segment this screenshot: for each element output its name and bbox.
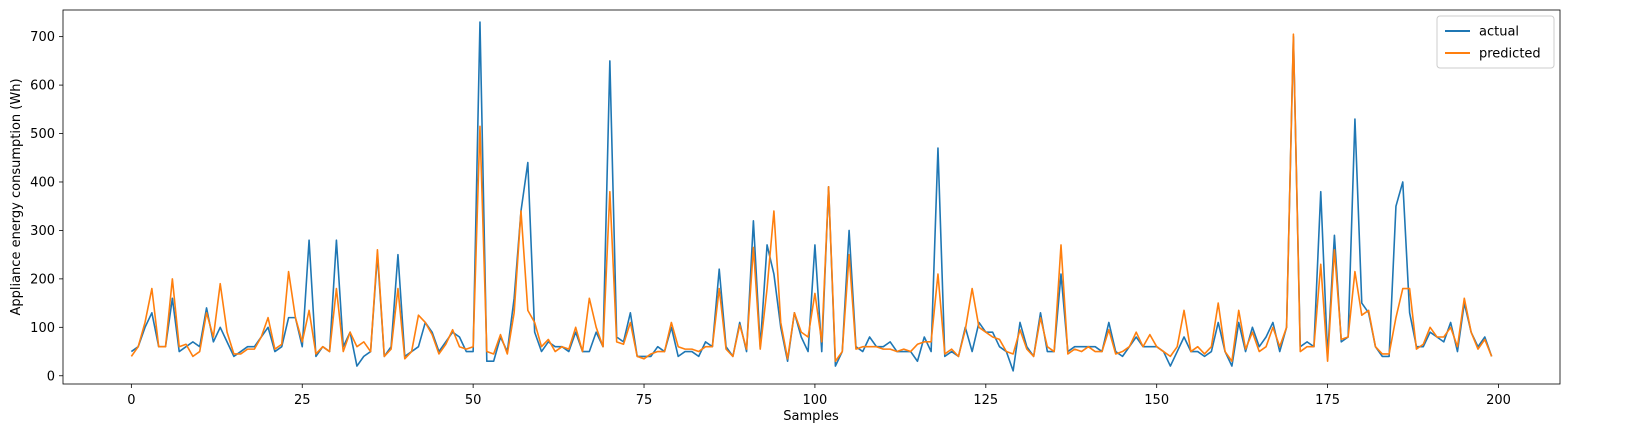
legend-box — [1436, 15, 1555, 69]
x-tick-label: 75 — [636, 393, 653, 408]
y-axis-label: Appliance energy consumption (Wh) — [9, 78, 24, 315]
x-tick-label: 150 — [1144, 393, 1169, 408]
y-tick-label: 200 — [30, 272, 55, 287]
series-lines — [130, 21, 1493, 372]
y-tick-label: 600 — [30, 79, 55, 94]
x-tick-label: 175 — [1315, 393, 1340, 408]
series-line-actual — [130, 21, 1493, 372]
y-tick-label: 700 — [30, 30, 55, 45]
y-axis: 0 100 200 300 400 500 600 700 — [30, 30, 63, 384]
x-tick-label: 25 — [294, 393, 311, 408]
legend: actual predicted — [1436, 15, 1555, 69]
x-tick-label: 125 — [973, 393, 998, 408]
x-tick-label: 100 — [803, 393, 828, 408]
x-tick-label: 0 — [127, 393, 135, 408]
y-tick-label: 0 — [47, 369, 55, 384]
plot-frame — [62, 9, 1561, 385]
legend-label: predicted — [1479, 47, 1541, 62]
legend-label: actual — [1479, 25, 1519, 40]
series-line-predicted — [130, 33, 1493, 363]
x-tick-label: 50 — [465, 393, 482, 408]
x-axis: 0 25 50 75 100 125 150 175 200 — [127, 384, 1511, 408]
y-tick-label: 500 — [30, 127, 55, 142]
x-tick-label: 200 — [1486, 393, 1511, 408]
x-axis-label: Samples — [783, 409, 839, 424]
y-tick-label: 100 — [30, 321, 55, 336]
y-tick-label: 400 — [30, 175, 55, 190]
y-tick-label: 300 — [30, 224, 55, 239]
